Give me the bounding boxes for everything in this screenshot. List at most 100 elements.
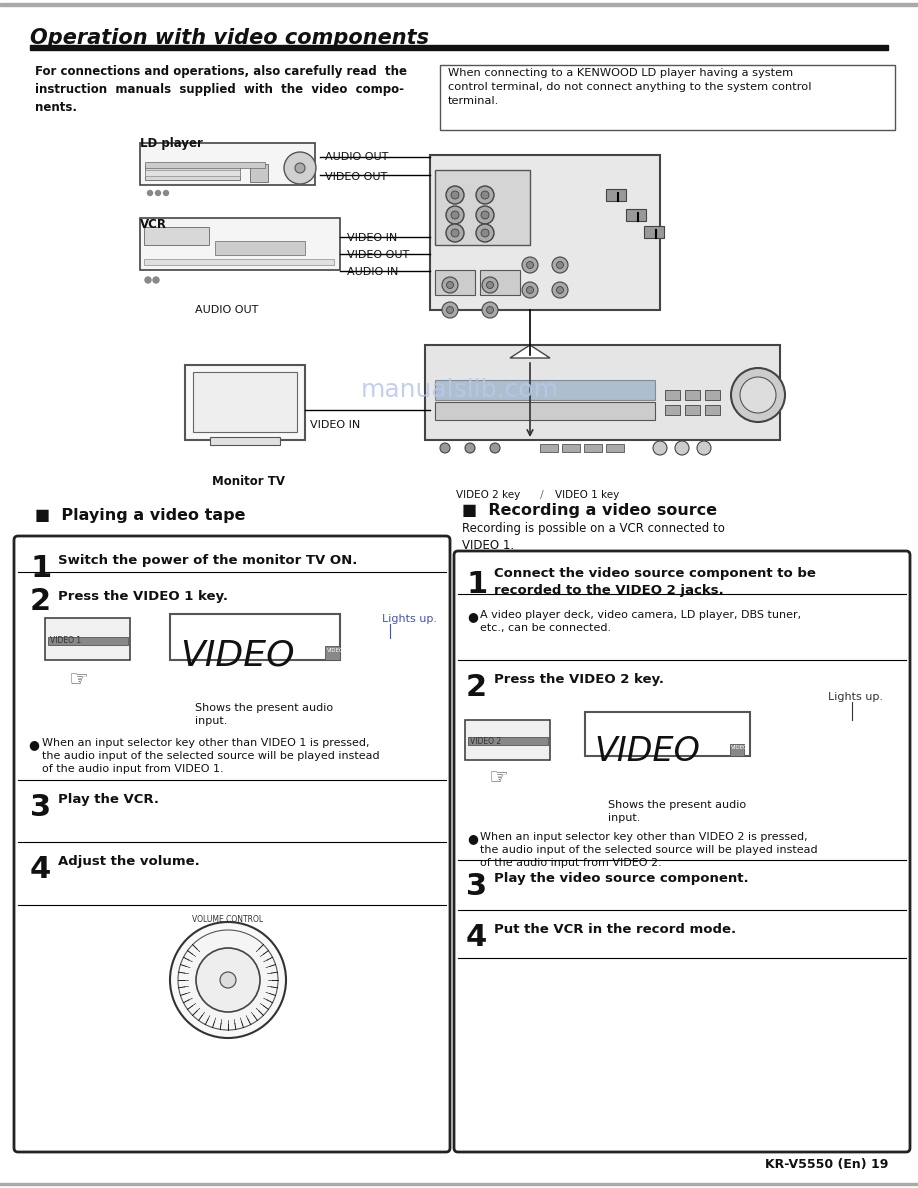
Text: AUDIO OUT: AUDIO OUT <box>195 305 258 315</box>
Circle shape <box>446 225 464 242</box>
Circle shape <box>451 211 459 219</box>
Bar <box>144 227 209 245</box>
Text: Shows the present audio
input.: Shows the present audio input. <box>195 703 333 726</box>
Circle shape <box>697 441 711 455</box>
Polygon shape <box>510 345 550 358</box>
Text: ●: ● <box>467 609 478 623</box>
Bar <box>435 170 530 245</box>
Text: 3: 3 <box>30 794 51 822</box>
Text: AUDIO IN: AUDIO IN <box>347 267 398 277</box>
Text: 4: 4 <box>30 855 51 884</box>
Circle shape <box>522 257 538 273</box>
Bar <box>730 744 744 756</box>
Circle shape <box>476 187 494 204</box>
Text: VIDEO 2: VIDEO 2 <box>470 737 501 746</box>
Text: For connections and operations, also carefully read  the
instruction  manuals  s: For connections and operations, also car… <box>35 65 407 114</box>
Circle shape <box>653 441 667 455</box>
Text: Play the VCR.: Play the VCR. <box>58 794 159 805</box>
Text: 2: 2 <box>30 587 51 617</box>
Circle shape <box>675 441 689 455</box>
Text: /: / <box>540 489 543 500</box>
Text: ●: ● <box>28 738 39 751</box>
Circle shape <box>446 282 453 289</box>
Bar <box>140 143 315 185</box>
Text: A video player deck, video camera, LD player, DBS tuner,
etc., can be connected.: A video player deck, video camera, LD pl… <box>480 609 801 633</box>
Text: Press the VIDEO 2 key.: Press the VIDEO 2 key. <box>494 672 664 685</box>
Circle shape <box>740 377 776 413</box>
Bar <box>562 444 580 451</box>
Circle shape <box>476 225 494 242</box>
Circle shape <box>522 282 538 298</box>
Text: VIDEO: VIDEO <box>327 647 344 653</box>
Text: ■  Playing a video tape: ■ Playing a video tape <box>35 508 245 523</box>
Bar <box>435 270 475 295</box>
Text: Play the video source component.: Play the video source component. <box>494 872 748 885</box>
Text: ☞: ☞ <box>488 767 508 788</box>
Bar <box>665 405 680 415</box>
Text: manualslib.com: manualslib.com <box>361 378 559 402</box>
Bar <box>626 209 646 221</box>
Bar <box>705 390 720 400</box>
Bar <box>585 712 750 756</box>
Text: Lights up.: Lights up. <box>382 614 437 624</box>
Bar <box>145 166 240 181</box>
Circle shape <box>527 286 533 293</box>
Text: LD player: LD player <box>140 137 203 150</box>
Circle shape <box>442 302 458 318</box>
Circle shape <box>482 302 498 318</box>
Circle shape <box>490 443 500 453</box>
Circle shape <box>284 152 316 184</box>
Circle shape <box>178 930 278 1030</box>
Text: Recording is possible on a VCR connected to
VIDEO 1.: Recording is possible on a VCR connected… <box>462 522 725 552</box>
Text: VOLUME CONTROL: VOLUME CONTROL <box>193 915 263 924</box>
Bar <box>685 405 700 415</box>
Text: Put the VCR in the record mode.: Put the VCR in the record mode. <box>494 923 736 936</box>
Bar <box>468 737 548 745</box>
Bar <box>435 402 655 421</box>
Text: Press the VIDEO 1 key.: Press the VIDEO 1 key. <box>58 590 228 604</box>
Text: VCR: VCR <box>140 219 167 230</box>
Text: Adjust the volume.: Adjust the volume. <box>58 855 200 868</box>
Circle shape <box>552 282 568 298</box>
Bar <box>606 444 624 451</box>
Circle shape <box>220 972 236 988</box>
Text: VIDEO IN: VIDEO IN <box>310 421 360 430</box>
Bar <box>48 637 128 645</box>
Circle shape <box>481 211 489 219</box>
Text: 2: 2 <box>466 672 487 702</box>
Bar <box>480 270 520 295</box>
Circle shape <box>451 191 459 200</box>
Bar <box>465 720 550 760</box>
Circle shape <box>451 229 459 236</box>
Bar <box>584 444 602 451</box>
Circle shape <box>481 229 489 236</box>
Text: VIDEO 2 key: VIDEO 2 key <box>456 489 521 500</box>
Text: VIDEO IN: VIDEO IN <box>347 233 397 244</box>
Circle shape <box>556 261 564 268</box>
Bar <box>430 154 660 310</box>
Circle shape <box>487 282 494 289</box>
Text: VIDEO OUT: VIDEO OUT <box>325 172 387 182</box>
Bar <box>210 437 280 446</box>
Bar <box>215 241 305 255</box>
Text: Connect the video source component to be
recorded to the VIDEO 2 jacks.: Connect the video source component to be… <box>494 567 816 598</box>
Circle shape <box>481 191 489 200</box>
Bar <box>145 170 240 176</box>
Text: VIDEO: VIDEO <box>731 745 748 750</box>
Text: Operation with video components: Operation with video components <box>30 29 429 48</box>
Text: Lights up.: Lights up. <box>828 691 883 702</box>
Circle shape <box>465 443 475 453</box>
Circle shape <box>552 257 568 273</box>
Text: VIDEO OUT: VIDEO OUT <box>347 249 409 260</box>
Bar <box>45 618 130 661</box>
Circle shape <box>170 922 286 1038</box>
Text: Switch the power of the monitor TV ON.: Switch the power of the monitor TV ON. <box>58 554 357 567</box>
Text: KR-V5550 (En) 19: KR-V5550 (En) 19 <box>765 1158 888 1171</box>
Circle shape <box>442 277 458 293</box>
Bar <box>193 372 297 432</box>
Bar <box>425 345 780 440</box>
Text: When an input selector key other than VIDEO 1 is pressed,
the audio input of the: When an input selector key other than VI… <box>42 738 380 775</box>
Text: ●: ● <box>467 832 478 845</box>
Circle shape <box>446 307 453 314</box>
Circle shape <box>446 187 464 204</box>
